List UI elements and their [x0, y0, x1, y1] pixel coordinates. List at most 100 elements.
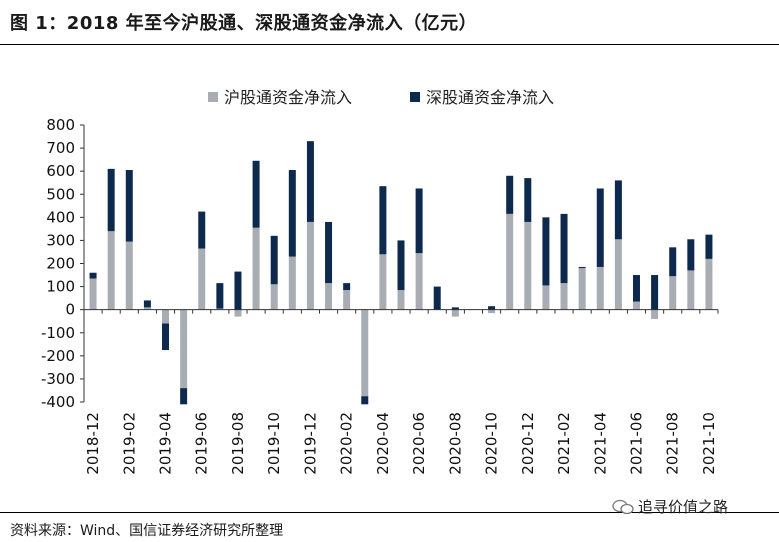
x-tick-label: 2019-06: [193, 412, 211, 475]
bar-sz-2018-12: [89, 272, 97, 279]
title-divider: [0, 44, 779, 45]
x-tick-label: 2020-02: [338, 412, 356, 475]
bar-sh-2020-01: [325, 283, 333, 310]
bar-sh-2020-02: [343, 290, 351, 310]
bar-sz-2021-01: [542, 217, 550, 286]
bar-sz-2019-01: [107, 168, 115, 232]
bar-sz-2021-09: [687, 239, 695, 271]
x-tick-label: 2020-08: [446, 412, 464, 475]
x-tick-label: 2019-02: [120, 412, 138, 475]
bar-sz-2021-06: [632, 275, 640, 302]
bar-sz-2021-04: [596, 188, 604, 267]
x-tick-label: 2020-04: [374, 412, 392, 475]
x-tick-label: 2020-06: [410, 412, 428, 475]
bar-series: [89, 141, 713, 405]
bar-sz-2021-02: [560, 213, 568, 284]
x-tick-label: 2019-08: [229, 412, 247, 475]
y-tick-label: -200: [41, 347, 75, 365]
bar-sh-2019-12: [306, 221, 314, 310]
bar-sz-2020-01: [325, 221, 333, 284]
bar-sz-2020-10: [488, 306, 496, 310]
bar-sz-2019-04: [162, 323, 170, 351]
bar-sh-2020-08: [451, 309, 459, 317]
stacked-bar-chart: 沪股通资金净流入 深股通资金净流入 800 700 600 500 400 300 200 1…: [41, 88, 719, 475]
source-note: 资料来源：Wind、国信证券经济研究所整理: [10, 523, 284, 539]
bar-sz-2021-07: [651, 275, 659, 310]
x-axis: 2018-12 2019-02 2019-04 2019-06 2019-08 2019-…: [83, 309, 719, 475]
watermark-text: 追寻价值之路: [638, 498, 729, 516]
legend: 沪股通资金净流入 深股通资金净流入: [208, 88, 554, 107]
source-divider: [0, 512, 779, 513]
bar-sz-2021-05: [614, 180, 622, 240]
legend-swatch-sh: [208, 92, 218, 102]
bar-sz-2019-12: [306, 141, 314, 222]
bar-sh-2019-11: [288, 256, 296, 310]
bar-sh-2021-01: [542, 285, 550, 310]
bar-sh-2020-03: [361, 309, 369, 397]
bar-sh-2021-09: [687, 270, 695, 310]
bar-sz-2019-10: [270, 235, 278, 285]
x-tick-label: 2021-08: [664, 412, 682, 475]
bar-sh-2019-04: [162, 309, 170, 324]
x-tick-label: 2019-04: [157, 412, 175, 475]
bar-sz-2021-10: [705, 234, 713, 259]
bar-sh-2019-02: [125, 241, 133, 310]
bar-sh-2021-05: [614, 239, 622, 310]
bar-sz-2020-04: [379, 186, 387, 255]
x-tick-label: 2018-12: [84, 412, 102, 475]
bar-sh-2019-09: [252, 227, 260, 310]
x-tick-label: 2019-12: [301, 412, 319, 475]
bar-sz-2019-11: [288, 170, 296, 257]
bar-sz-2019-08: [234, 271, 242, 310]
y-axis: 800 700 600 500 400 300 200 100 0 -100 -200 -300 -40…: [41, 116, 85, 411]
bar-sh-2021-03: [578, 268, 586, 310]
y-tick-label: -100: [41, 324, 75, 342]
bar-sz-2020-11: [506, 175, 514, 214]
bar-sh-2021-04: [596, 266, 604, 310]
bar-sh-2020-06: [415, 253, 423, 310]
legend-swatch-sz: [410, 92, 420, 102]
y-tick-label: 600: [46, 162, 75, 180]
y-tick-label: 100: [46, 278, 75, 296]
bar-sz-2020-07: [433, 286, 441, 310]
bar-sh-2019-10: [270, 284, 278, 310]
y-tick-label: -300: [41, 370, 75, 388]
bar-sz-2021-03: [578, 266, 586, 269]
bar-sh-2019-03: [143, 307, 151, 310]
x-tick-label: 2020-10: [483, 412, 501, 475]
x-tick-label: 2021-10: [700, 412, 718, 475]
x-tick-label: 2020-12: [519, 412, 537, 475]
bar-sh-2021-06: [632, 301, 640, 310]
bar-sz-2020-05: [397, 240, 405, 291]
bar-sh-2020-04: [379, 254, 387, 310]
bar-sh-2019-08: [234, 309, 242, 317]
bar-sh-2020-11: [506, 213, 514, 310]
y-tick-label: 200: [46, 255, 75, 273]
chart-title-bar: 图 1：2018 年至今沪股通、深股通资金净流入（亿元）: [0, 0, 779, 44]
bar-sz-2019-07: [216, 283, 224, 309]
figure-title: 图 1：2018 年至今沪股通、深股通资金净流入（亿元）: [10, 13, 478, 34]
bar-sz-2019-02: [125, 170, 133, 242]
x-tick-label: 2021-02: [555, 412, 573, 475]
bar-sz-2020-02: [343, 283, 351, 291]
legend-label-sh: 沪股通资金净流入: [224, 88, 352, 107]
y-tick-label: 400: [46, 208, 75, 226]
wechat-icon: [612, 499, 634, 514]
y-tick-label: 0: [65, 301, 75, 319]
bar-sh-2021-10: [705, 258, 713, 310]
bar-sz-2019-09: [252, 160, 260, 228]
bar-sh-2019-07: [216, 308, 224, 310]
bar-sz-2019-03: [143, 300, 151, 308]
y-tick-label: 700: [46, 139, 75, 157]
bar-sh-2020-12: [524, 221, 532, 310]
y-tick-label: 800: [46, 116, 75, 134]
y-tick-label: 500: [46, 185, 75, 203]
bar-sh-2019-01: [107, 231, 115, 310]
bar-sh-2018-12: [89, 278, 97, 310]
x-tick-label: 2021-06: [627, 412, 645, 475]
bar-sz-2019-05: [180, 388, 188, 405]
bar-sz-2020-12: [524, 178, 532, 222]
x-tick-label: 2019-10: [265, 412, 283, 475]
bar-sh-2021-02: [560, 283, 568, 310]
y-tick-label: 300: [46, 231, 75, 249]
